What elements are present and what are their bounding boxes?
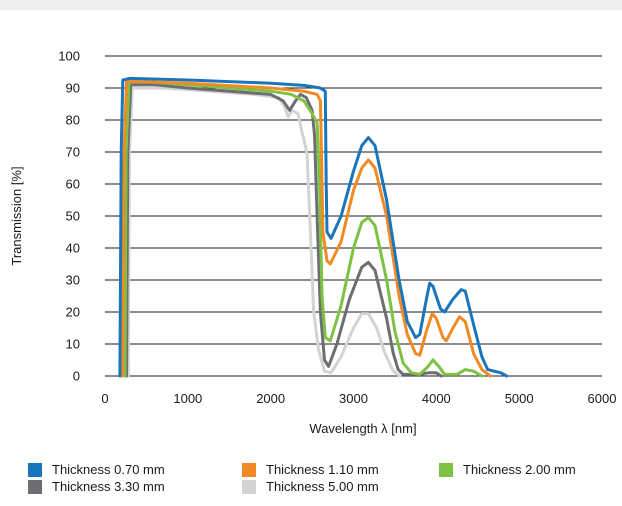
series-line-2 <box>120 80 492 378</box>
y-tick-label: 50 <box>66 209 80 224</box>
legend-item: Thickness 3.30 mm <box>28 479 165 494</box>
y-tick-label: 30 <box>66 273 80 288</box>
legend-label: Thickness 1.10 mm <box>266 462 379 477</box>
top-band <box>0 0 622 10</box>
y-axis-ticks: 0 10 20 30 40 50 60 70 80 90 100 <box>58 49 80 384</box>
legend-label: Thickness 5.00 mm <box>266 479 379 494</box>
y-tick-label: 70 <box>66 145 80 160</box>
x-tick-label: 1000 <box>173 391 202 406</box>
legend-item: Thickness 5.00 mm <box>242 479 379 494</box>
x-axis-label: Wavelength λ [nm] <box>309 421 416 436</box>
legend: Thickness 0.70 mm Thickness 1.10 mm Thickn… <box>28 462 622 506</box>
y-tick-label: 0 <box>73 369 80 384</box>
legend-swatch <box>242 462 256 477</box>
series-lines <box>118 76 509 378</box>
y-tick-label: 100 <box>58 49 80 64</box>
y-tick-label: 10 <box>66 337 80 352</box>
legend-swatch <box>242 479 256 494</box>
x-tick-label: 0 <box>101 391 108 406</box>
line-chart: 0 10 20 30 40 50 60 70 80 90 100 0 1000 2000 3000 4000… <box>9 49 616 437</box>
series-line-4 <box>125 83 443 378</box>
x-tick-label: 3000 <box>339 391 368 406</box>
x-tick-label: 2000 <box>256 391 285 406</box>
legend-item: Thickness 2.00 mm <box>439 462 576 477</box>
legend-swatch <box>439 462 453 477</box>
series-line-3 <box>123 80 484 378</box>
x-tick-label: 5000 <box>505 391 534 406</box>
legend-swatch <box>28 462 42 477</box>
legend-swatch <box>28 479 42 494</box>
series-line-1 <box>118 76 509 378</box>
legend-label: Thickness 3.30 mm <box>52 479 165 494</box>
y-tick-label: 20 <box>66 305 80 320</box>
y-tick-label: 80 <box>66 113 80 128</box>
legend-item: Thickness 1.10 mm <box>242 462 379 477</box>
y-tick-label: 60 <box>66 177 80 192</box>
gridlines <box>105 55 602 377</box>
legend-item: Thickness 0.70 mm <box>28 462 165 477</box>
y-tick-label: 90 <box>66 81 80 96</box>
x-axis-ticks: 0 1000 2000 3000 4000 5000 6000 <box>101 391 616 406</box>
y-axis-label: Transmission [%] <box>9 166 24 265</box>
legend-label: Thickness 0.70 mm <box>52 462 165 477</box>
y-tick-label: 40 <box>66 241 80 256</box>
x-tick-label: 6000 <box>588 391 617 406</box>
legend-label: Thickness 2.00 mm <box>463 462 576 477</box>
x-tick-label: 4000 <box>422 391 451 406</box>
